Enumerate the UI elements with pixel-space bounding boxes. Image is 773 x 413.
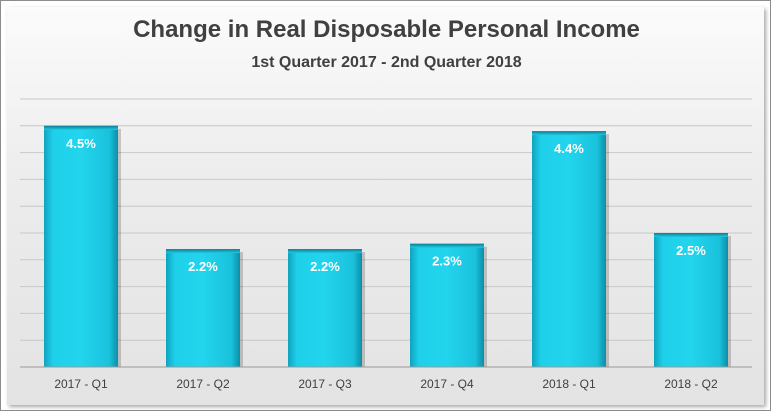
x-axis-tick-labels: 2017 - Q1 2017 - Q2 2017 - Q3 2017 - Q4 2018…: [54, 377, 718, 391]
x-tick-label: 2017 - Q1: [54, 377, 108, 391]
bar-data-label: 2.5%: [676, 243, 706, 258]
bars: [44, 125, 731, 367]
chart-title: Change in Real Disposable Personal Incom…: [133, 16, 640, 43]
x-tick-label: 2017 - Q3: [298, 377, 352, 391]
x-tick-label: 2018 - Q1: [542, 377, 596, 391]
bar-data-label: 4.4%: [554, 141, 584, 156]
bar: [44, 125, 121, 367]
bar: [532, 131, 609, 367]
bar-data-label: 2.3%: [432, 254, 462, 269]
x-tick-label: 2017 - Q2: [176, 377, 230, 391]
x-tick-label: 2017 - Q4: [420, 377, 474, 391]
chart-subtitle: 1st Quarter 2017 - 2nd Quarter 2018: [251, 54, 522, 71]
x-tick-label: 2018 - Q2: [664, 377, 718, 391]
bar: [166, 249, 243, 367]
gridlines: [20, 98, 752, 341]
bar: [410, 243, 487, 367]
bar-data-label: 4.5%: [66, 136, 96, 151]
data-labels: 4.5% 2.2% 2.2% 2.3% 4.4% 2.5%: [66, 136, 706, 274]
bar: [654, 233, 731, 367]
bar-data-label: 2.2%: [188, 259, 218, 274]
bar-data-label: 2.2%: [310, 259, 340, 274]
bar: [288, 249, 365, 367]
